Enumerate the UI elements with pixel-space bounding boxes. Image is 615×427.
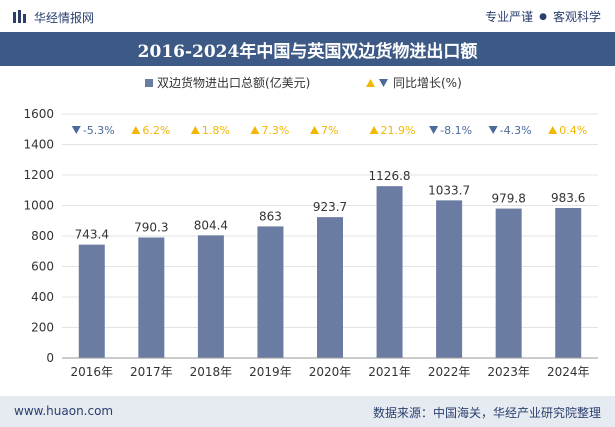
slogan-dot-icon: ●: [539, 11, 547, 22]
growth-label: 7%: [321, 124, 338, 137]
brand-name: 华经情报网: [34, 10, 95, 25]
legend-down-triangle-icon: [379, 79, 388, 87]
y-tick-label: 600: [31, 260, 54, 274]
y-tick-label: 200: [31, 321, 54, 335]
brand-logo-icon: [13, 10, 26, 23]
x-axis: 2016年 2017年 2018年 2019年 2020年 2021年 2022年 2023年…: [62, 357, 598, 379]
growth-up-triangle-icon: [369, 126, 379, 134]
growth-down-triangle-icon: [488, 126, 498, 134]
x-tick-label: 2020年: [309, 365, 352, 379]
slogan-right: 客观科学: [552, 10, 601, 24]
growth-label: -5.3%: [83, 124, 115, 137]
growth-label: 0.4%: [559, 124, 587, 137]
bar: [376, 186, 403, 358]
bar-value-label: 923.7: [313, 200, 347, 214]
bar-value-label: 1033.7: [428, 183, 470, 197]
bar: [495, 208, 522, 358]
legend-growth-label: 同比增长(%): [393, 76, 462, 90]
legend-bar-label: 双边货物进出口总额(亿美元): [157, 75, 310, 90]
x-tick-label: 2023年: [487, 365, 530, 379]
bar: [317, 217, 343, 358]
x-tick-label: 2019年: [249, 365, 292, 379]
bars: [78, 186, 582, 358]
bar-value-labels: 743.4 790.3 804.4 863 923.7 1126.8 1033.7 979.8…: [75, 169, 586, 241]
title-band: 2016-2024年中国与英国双边货物进出口额: [0, 32, 615, 66]
growth-down-triangle-icon: [71, 126, 81, 134]
bar: [197, 235, 224, 358]
y-tick-label: 400: [31, 290, 54, 304]
y-tick-label: 1400: [23, 138, 54, 152]
growth-down-triangle-icon: [429, 126, 439, 134]
brand[interactable]: 华经情报网: [12, 8, 94, 26]
bar: [257, 226, 284, 358]
growth-label: 7.3%: [261, 124, 289, 137]
growth-label: 6.2%: [142, 124, 170, 137]
x-tick-label: 2017年: [130, 365, 173, 379]
bar-value-label: 1126.8: [369, 169, 411, 183]
bar-value-label: 743.4: [75, 228, 109, 242]
growth-label: 21.9%: [381, 124, 416, 137]
y-tick-label: 1000: [23, 199, 54, 213]
legend-up-triangle-icon: [366, 79, 375, 87]
growth-up-triangle-icon: [548, 126, 558, 134]
growth-label: 1.8%: [202, 124, 230, 137]
bar-value-label: 790.3: [134, 220, 168, 234]
chart-title: 2016-2024年中国与英国双边货物进出口额: [137, 41, 478, 62]
growth-up-triangle-icon: [190, 126, 200, 134]
x-tick-label: 2016年: [71, 365, 114, 379]
growth-labels: -5.3% 6.2% 1.8% 7.3% 7% 21.9% -8.1% -4.3% 0.4%: [71, 124, 587, 137]
footer-source: 数据来源：中国海关，华经产业研究院整理: [372, 406, 601, 420]
y-tick-label: 800: [31, 229, 54, 243]
bar-value-label: 983.6: [551, 191, 585, 205]
growth-label: -4.3%: [500, 124, 532, 137]
bar-value-label: 979.8: [491, 192, 525, 206]
y-axis: 0 200 400 600 800 1000 1200 1400 1600: [23, 107, 54, 365]
x-tick-label: 2018年: [190, 365, 233, 379]
slogan-left: 专业严谨: [485, 10, 534, 24]
top-bar: 华经情报网 专业严谨 ● 客观科学: [0, 0, 615, 32]
bar: [78, 244, 105, 358]
x-tick-label: 2021年: [368, 365, 411, 379]
legend-bar-swatch: [145, 79, 153, 87]
footer: www.huaon.com 数据来源：中国海关，华经产业研究院整理: [0, 396, 615, 427]
x-tick-label: 2024年: [547, 365, 590, 379]
bar-value-label: 863: [259, 209, 282, 223]
bar: [555, 208, 582, 358]
y-tick-label: 0: [46, 351, 54, 365]
growth-up-triangle-icon: [310, 126, 319, 134]
chart: 双边货物进出口总额(亿美元) 同比增长(%) 743.4 790.3 804.4 86…: [23, 75, 598, 379]
footer-site-link[interactable]: www.huaon.com: [14, 404, 114, 418]
growth-up-triangle-icon: [131, 126, 141, 134]
bar: [138, 237, 165, 358]
y-tick-label: 1200: [23, 168, 54, 182]
bar: [436, 200, 463, 358]
growth-label: -8.1%: [440, 124, 472, 137]
bar-value-label: 804.4: [194, 218, 228, 232]
x-tick-label: 2022年: [428, 365, 471, 379]
y-tick-label: 1600: [23, 107, 54, 121]
legend: 双边货物进出口总额(亿美元) 同比增长(%): [145, 75, 462, 90]
growth-up-triangle-icon: [250, 126, 260, 134]
slogan: 专业严谨 ● 客观科学: [485, 8, 601, 25]
